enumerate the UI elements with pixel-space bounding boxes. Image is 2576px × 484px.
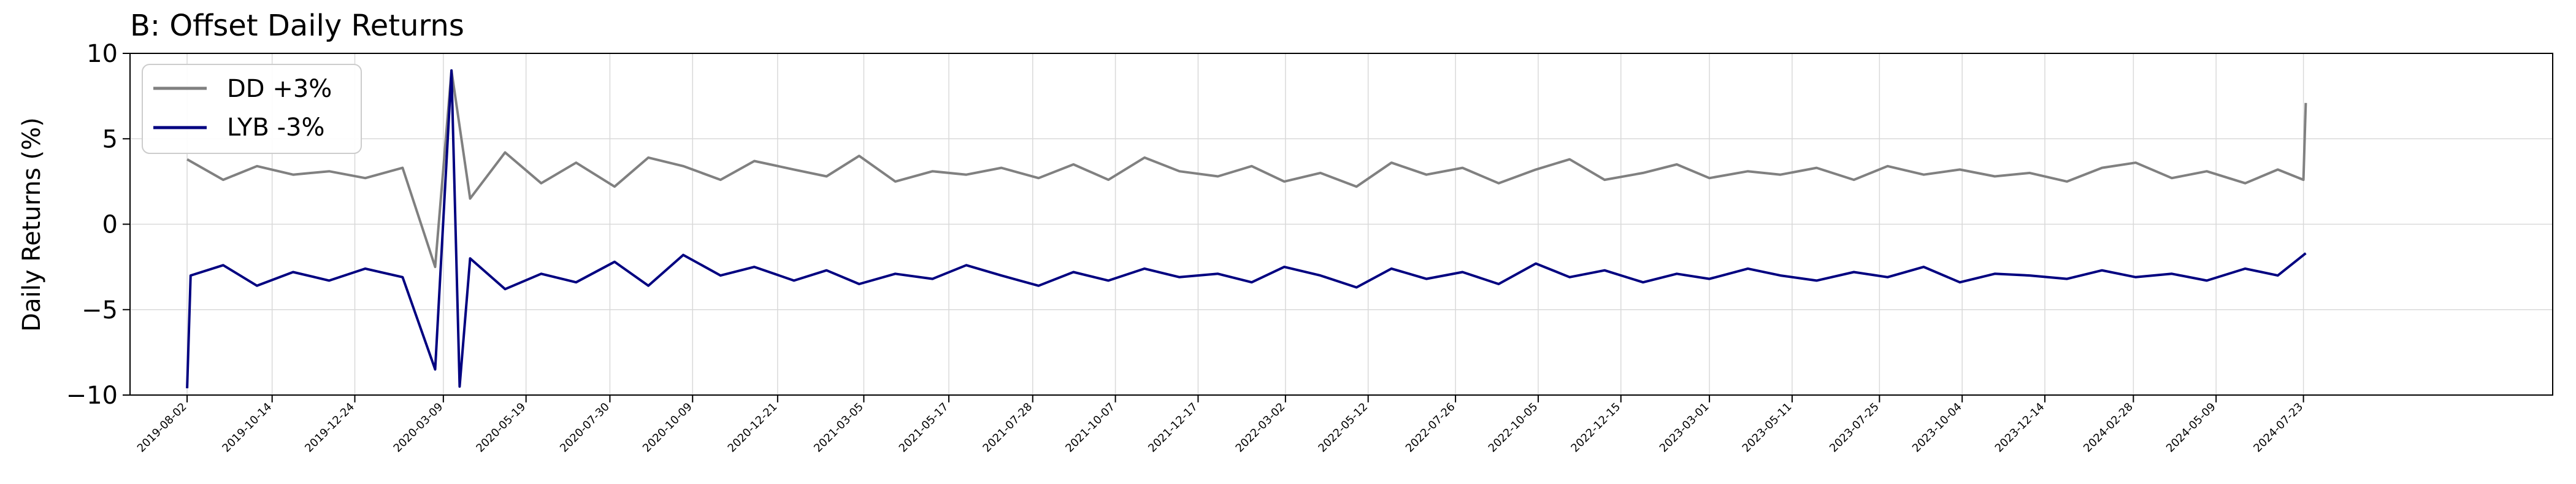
series-line-dd-3 xyxy=(186,69,2307,269)
legend-box xyxy=(142,64,362,154)
y-tick-label: −10 xyxy=(66,382,118,410)
y-tick-label: 5 xyxy=(102,125,118,153)
y-tick-label: 10 xyxy=(86,40,118,68)
legend-label-lyb: LYB -3% xyxy=(227,113,324,142)
series-line-lyb-3 xyxy=(186,69,2307,388)
y-tick-label: −5 xyxy=(82,296,118,325)
y-axis: −10 −5 0 5 10 xyxy=(66,40,130,410)
series-layer xyxy=(186,69,2307,388)
y-tick-label: 0 xyxy=(102,211,118,239)
legend: DD +3% LYB -3% xyxy=(142,64,362,154)
y-axis-label: Daily Returns (%) xyxy=(18,117,46,331)
legend-label-dd: DD +3% xyxy=(227,75,332,103)
chart-title: B: Offset Daily Returns xyxy=(130,9,464,43)
